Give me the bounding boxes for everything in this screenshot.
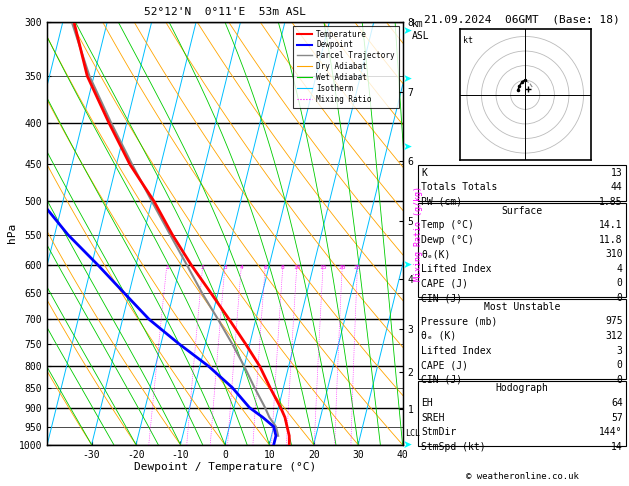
Text: 44: 44 [611,182,623,192]
Text: 1.85: 1.85 [599,197,623,207]
Text: StmDir: StmDir [421,427,457,437]
Text: CAPE (J): CAPE (J) [421,360,469,370]
Text: CIN (J): CIN (J) [421,293,462,303]
Text: 10: 10 [293,265,301,270]
Text: CAPE (J): CAPE (J) [421,278,469,289]
Text: ➤: ➤ [403,74,412,84]
Text: LCL: LCL [405,429,420,438]
Text: 11.8: 11.8 [599,235,623,245]
Text: SREH: SREH [421,413,445,423]
Text: © weatheronline.co.uk: © weatheronline.co.uk [465,472,579,481]
X-axis label: Dewpoint / Temperature (°C): Dewpoint / Temperature (°C) [134,462,316,472]
Text: ➤: ➤ [403,142,412,152]
Text: θₑ(K): θₑ(K) [421,249,451,260]
Text: Totals Totals: Totals Totals [421,182,498,192]
Text: 15: 15 [320,265,327,270]
Text: 8: 8 [281,265,285,270]
Text: 20: 20 [338,265,346,270]
Text: Lifted Index: Lifted Index [421,346,492,356]
Text: 52°12'N  0°11'E  53m ASL: 52°12'N 0°11'E 53m ASL [144,7,306,17]
Text: Hodograph: Hodograph [496,383,548,394]
Text: 310: 310 [605,249,623,260]
Text: 0: 0 [617,375,623,385]
Text: kt: kt [462,36,472,46]
Text: K: K [421,168,427,178]
Y-axis label: hPa: hPa [8,223,18,243]
Text: Lifted Index: Lifted Index [421,264,492,274]
Text: Temp (°C): Temp (°C) [421,220,474,230]
Text: 64: 64 [611,398,623,408]
Text: 14: 14 [611,442,623,452]
Text: 2: 2 [201,265,204,270]
Text: km
ASL: km ASL [412,19,430,41]
Text: 25: 25 [353,265,361,270]
Text: Most Unstable: Most Unstable [484,302,560,312]
Text: 144°: 144° [599,427,623,437]
Text: 14.1: 14.1 [599,220,623,230]
Text: ➤: ➤ [403,260,412,270]
Text: Surface: Surface [501,206,543,216]
Text: 3: 3 [223,265,227,270]
Text: θₑ (K): θₑ (K) [421,331,457,341]
Text: Dewp (°C): Dewp (°C) [421,235,474,245]
Text: 13: 13 [611,168,623,178]
Text: 0: 0 [617,278,623,289]
Text: Mixing Ratio (g/kg): Mixing Ratio (g/kg) [414,186,423,281]
Text: ➤: ➤ [403,440,412,450]
Text: 0: 0 [617,360,623,370]
Text: CIN (J): CIN (J) [421,375,462,385]
Text: 4: 4 [617,264,623,274]
Text: StmSpd (kt): StmSpd (kt) [421,442,486,452]
Text: 57: 57 [611,413,623,423]
Text: 6: 6 [264,265,267,270]
Text: 0: 0 [617,293,623,303]
Text: EH: EH [421,398,433,408]
Legend: Temperature, Dewpoint, Parcel Trajectory, Dry Adiabat, Wet Adiabat, Isotherm, Mi: Temperature, Dewpoint, Parcel Trajectory… [293,26,399,108]
Text: 1: 1 [165,265,169,270]
Text: 3: 3 [617,346,623,356]
Text: 312: 312 [605,331,623,341]
Text: PW (cm): PW (cm) [421,197,462,207]
Text: 975: 975 [605,316,623,327]
Text: 21.09.2024  06GMT  (Base: 18): 21.09.2024 06GMT (Base: 18) [424,15,620,25]
Text: Pressure (mb): Pressure (mb) [421,316,498,327]
Text: ➤: ➤ [403,26,412,36]
Text: 4: 4 [240,265,243,270]
